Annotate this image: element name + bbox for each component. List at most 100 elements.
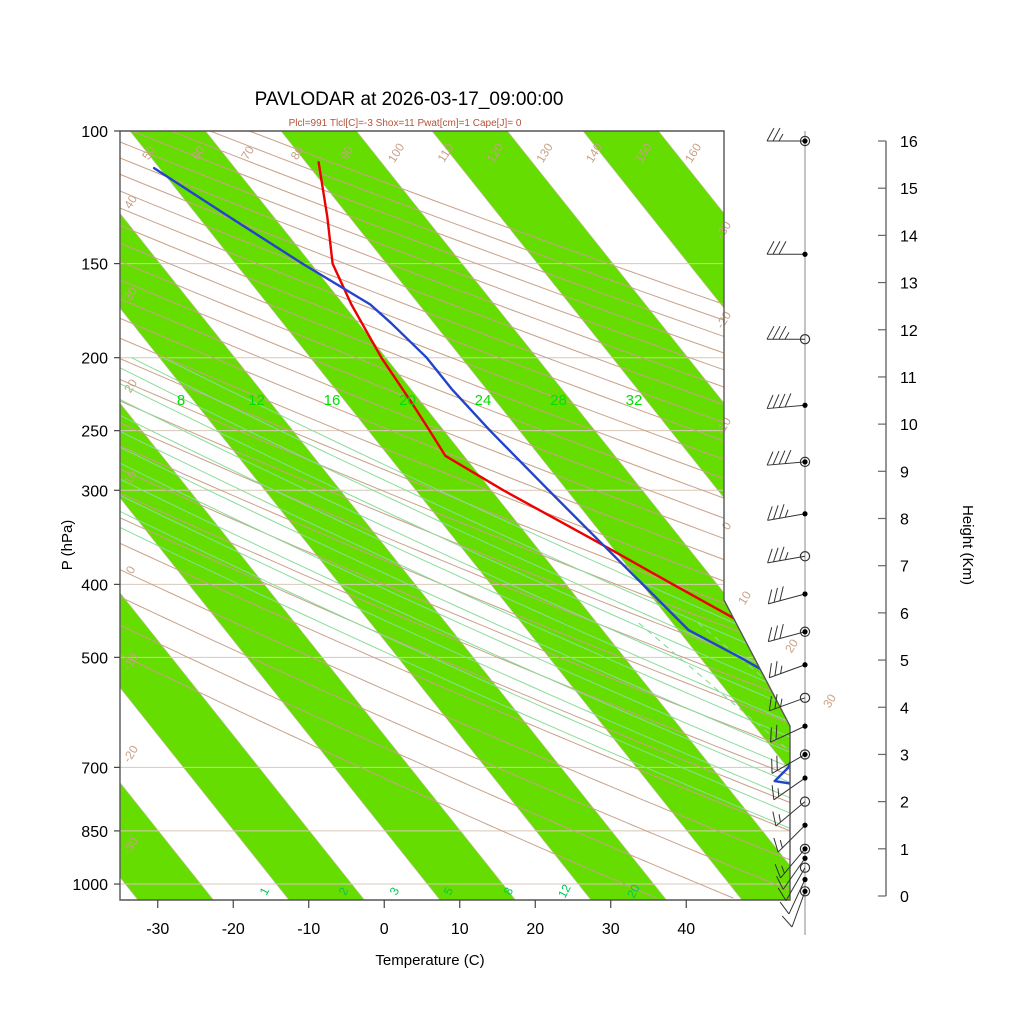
isotherm (120, 131, 413, 900)
height-tick-label: 3 (900, 747, 909, 764)
wind-barb-column (766, 127, 811, 935)
isotherm-value-label: 28 (550, 392, 567, 409)
barb-full (768, 663, 772, 678)
isotherm (120, 131, 790, 900)
barb-full (781, 915, 793, 928)
moist-adiabat (120, 357, 790, 900)
isotherm-band (120, 131, 790, 900)
barb-full (773, 587, 778, 603)
dry-adiabat (120, 131, 790, 899)
barb-full (766, 127, 775, 142)
dry-adiabat (120, 131, 790, 899)
barb-level-ring (799, 456, 811, 468)
wind-barb (766, 325, 811, 345)
isotherm (120, 131, 489, 900)
isotherm-value-label: 20 (399, 392, 416, 409)
barb-level-dot (802, 402, 808, 408)
wind-barb (766, 241, 808, 257)
barb-level-dot (802, 855, 808, 861)
isotherm (232, 131, 790, 900)
barb-level-dot (802, 888, 808, 894)
barb-level-dot (802, 511, 808, 517)
wind-barb (768, 692, 811, 712)
height-tick-label: 16 (900, 134, 918, 151)
dry-adiabat (120, 131, 790, 899)
wind-barb (766, 449, 811, 468)
wind-barb (767, 546, 811, 564)
barb-level-ring (799, 692, 811, 704)
dewpoint-trace (152, 166, 790, 886)
barb-full (778, 325, 787, 340)
barb-full (773, 625, 778, 641)
dry-adiabat (120, 131, 790, 899)
dry-adiabat (120, 131, 790, 899)
isotherm-band (233, 131, 790, 900)
barb-full (774, 694, 778, 709)
height-tick-label: 6 (900, 606, 909, 623)
barb-full (779, 586, 784, 601)
barb-level-dot (802, 138, 808, 144)
wind-barb (767, 623, 811, 643)
isotherm (308, 131, 790, 900)
barb-level-ring (799, 843, 811, 855)
isotherm (120, 131, 715, 900)
height-tick-label: 11 (900, 370, 917, 387)
height-axis-title: Height (Km) (959, 505, 976, 585)
barb-shaft (785, 867, 806, 901)
barb-half (779, 839, 783, 848)
wind-barb (771, 749, 811, 774)
barb-full (771, 785, 775, 800)
plot-frame (119, 130, 791, 901)
moist-adiabat (120, 357, 790, 900)
isobar-lines (120, 131, 790, 885)
moist-adiabat-lines (120, 357, 790, 900)
wind-barb (777, 862, 811, 901)
barb-full (778, 546, 785, 561)
barb-shaft (791, 891, 806, 928)
temperature-tick-label: 30 (602, 921, 620, 938)
moist-adiabat (120, 357, 790, 900)
indices-subtitle: Plcl=991 Tlcl[C]=-3 Shox=11 Pwat[cm]=1 C… (289, 118, 522, 129)
pressure-axis: 100 150 200 250 300 400 500 700 850 1000 (72, 124, 120, 894)
barb-level-dot (802, 629, 808, 635)
barb-full (778, 504, 785, 519)
pressure-tick-label: 500 (81, 650, 108, 667)
moist-adiabat (120, 357, 790, 900)
barb-full (777, 887, 787, 901)
barb-full (772, 127, 781, 142)
isotherm (120, 131, 338, 900)
dry-adiabat (120, 131, 790, 899)
barb-half (777, 788, 780, 797)
isotherm (120, 131, 640, 900)
barb-full (773, 837, 779, 853)
barb-full (766, 394, 774, 409)
wind-barb (770, 723, 808, 743)
isotherm (120, 131, 564, 900)
pressure-tick-label: 1000 (72, 877, 108, 894)
barb-level-dot (802, 251, 808, 257)
barb-half (781, 865, 785, 874)
barb-level-dot (802, 822, 808, 828)
mixing-ratio-label: 20 (624, 882, 643, 901)
dry-adiabat (120, 131, 790, 899)
wind-barb (766, 393, 808, 410)
height-tick-label: 13 (900, 276, 918, 293)
height-tick-label: 14 (900, 228, 918, 245)
barb-shaft (782, 857, 806, 890)
barb-level-ring (799, 135, 811, 147)
pressure-tick-label: 850 (81, 824, 108, 841)
pressure-tick-label: 700 (81, 760, 108, 777)
barb-level-dot (802, 751, 808, 758)
isotherm (120, 131, 262, 900)
page-title: PAVLODAR at 2026-03-17_09:00:00 (255, 89, 564, 110)
barb-full (779, 901, 790, 915)
temperature-tick-label: -20 (222, 921, 245, 938)
barb-full (778, 450, 786, 465)
temperature-axis-title: Temperature (C) (375, 952, 484, 969)
barb-half (784, 331, 790, 340)
sounding-traces (152, 161, 790, 886)
pressure-tick-label: 300 (81, 483, 108, 500)
barb-level-ring (799, 626, 811, 637)
height-tick-label: 10 (900, 417, 918, 434)
